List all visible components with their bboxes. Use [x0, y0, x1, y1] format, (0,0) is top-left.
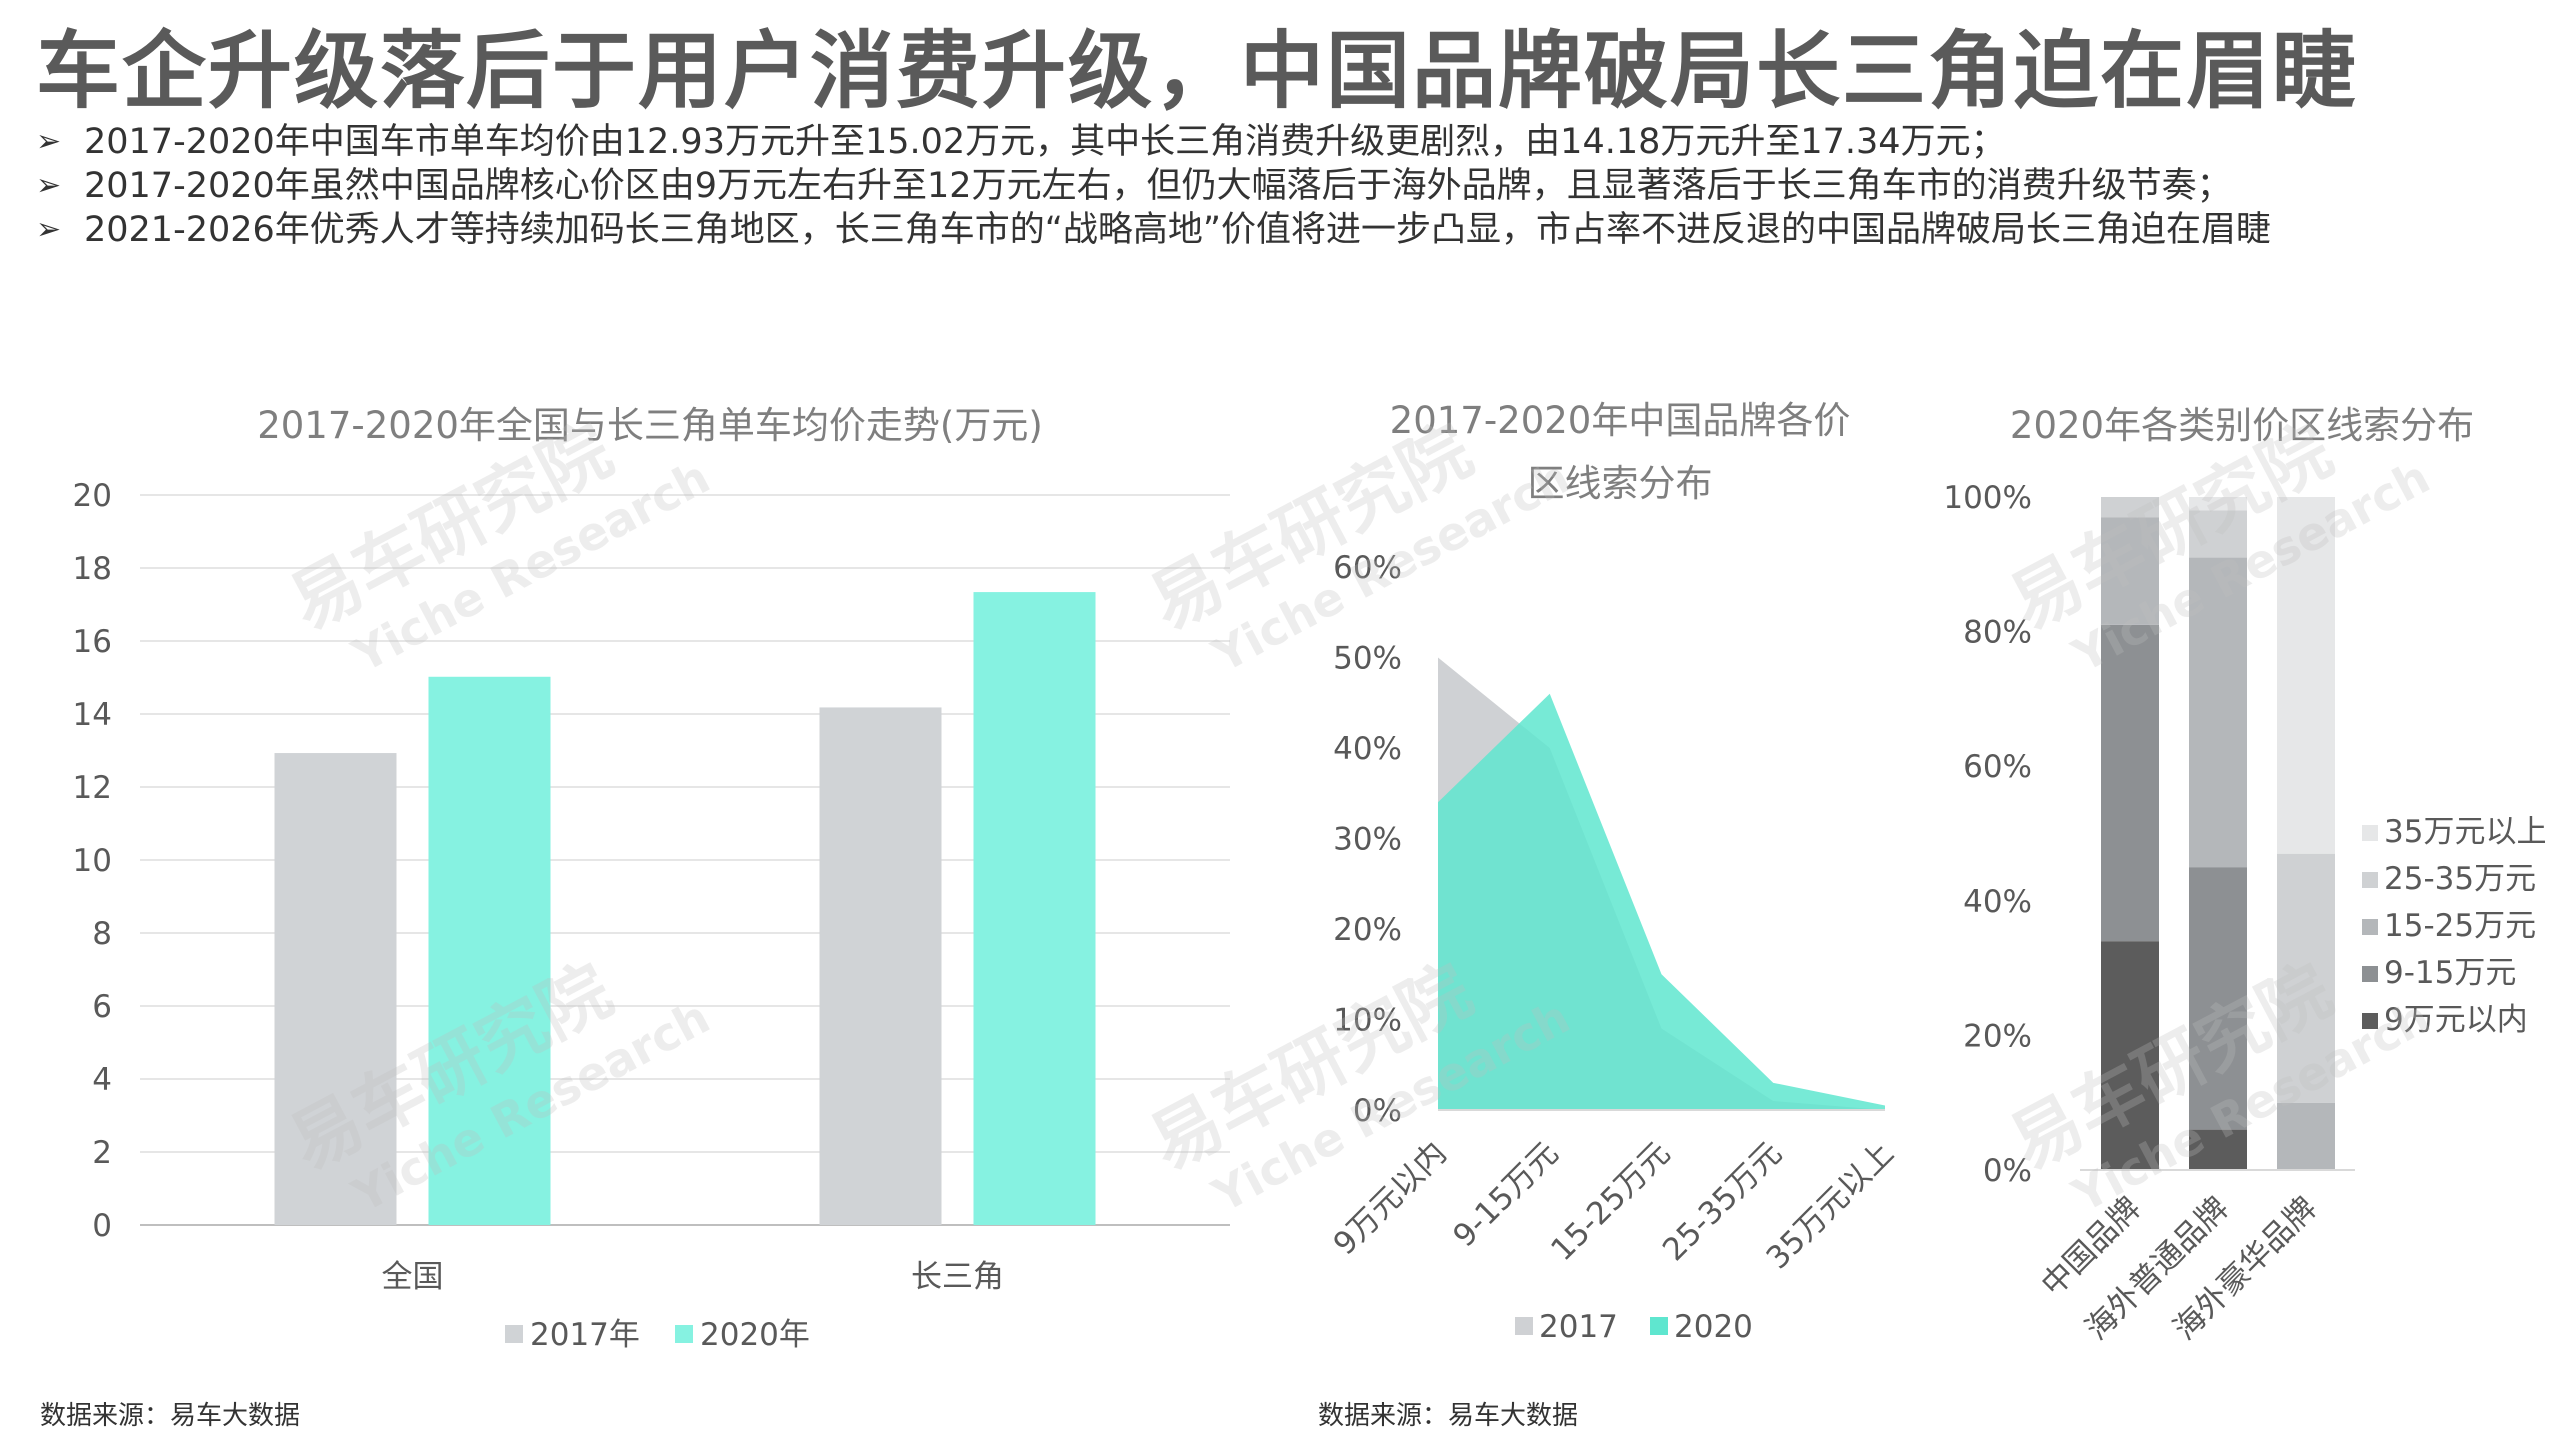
legend-label: 2020 [1674, 1309, 1753, 1345]
y-tick-label: 0 [92, 1208, 112, 1244]
bar-2020年-长三角 [973, 592, 1096, 1225]
bar-2017年-长三角 [819, 707, 942, 1225]
bar-segment-9万元以内-中国品牌 [2101, 941, 2159, 1170]
y-tick-label: 40% [1963, 884, 2032, 920]
y-tick-label: 18 [73, 551, 112, 587]
x-tick-label: 全国 [382, 1259, 444, 1295]
y-tick-label: 100% [1943, 480, 2032, 516]
y-tick-label: 20% [1333, 912, 1402, 948]
x-tick-label: 9万元以内 [1327, 1135, 1454, 1262]
x-tick-label: 长三角 [911, 1259, 1004, 1295]
chart-title: 2017-2020年全国与长三角单车均价走势(万元) [257, 404, 1043, 447]
bullet-text: 2021-2026年优秀人才等持续加码长三角地区，长三角车市的“战略高地”价值将… [84, 210, 2272, 250]
legend-label: 2017 [1539, 1309, 1618, 1345]
legend-label: 35万元以上 [2384, 814, 2545, 850]
y-tick-label: 20% [1963, 1018, 2032, 1054]
y-tick-label: 50% [1333, 641, 1402, 677]
legend-swatch [1650, 1317, 1668, 1335]
chart-title: 区线索分布 [1528, 462, 1713, 505]
legend-swatch [2362, 825, 2378, 841]
y-tick-label: 60% [1333, 550, 1402, 586]
y-tick-label: 14 [73, 697, 112, 733]
y-tick-label: 6 [92, 989, 112, 1025]
y-tick-label: 60% [1963, 749, 2032, 785]
bar-segment-25-35万元-中国品牌 [2101, 497, 2159, 518]
legend-label: 9-15万元 [2384, 955, 2516, 991]
bar-segment-25-35万元-海外普通品牌 [2189, 510, 2247, 558]
y-tick-label: 20 [73, 478, 112, 514]
legend-label: 2020年 [700, 1317, 810, 1353]
data-source-note: 数据来源：易车大数据 [1318, 1401, 1579, 1431]
legend-swatch [675, 1325, 693, 1343]
bullet-item: ➢ 2017-2020年虽然中国品牌核心价区由9万元左右升至12万元左右，但仍大… [36, 164, 2271, 208]
arrow-bullet-icon: ➢ [36, 124, 62, 159]
legend-swatch [505, 1325, 523, 1343]
bar-segment-35万元以上-海外普通品牌 [2189, 497, 2247, 511]
legend-label: 25-35万元 [2384, 861, 2536, 897]
chart-title: 2017-2020年中国品牌各价 [1390, 399, 1851, 442]
bar-segment-25-35万元-海外豪华品牌 [2277, 853, 2335, 1103]
bullet-item: ➢ 2017-2020年中国车市单车均价由12.93万元升至15.02万元，其中… [36, 120, 2271, 164]
y-tick-label: 12 [73, 770, 112, 806]
bar-segment-35万元以上-海外豪华品牌 [2277, 497, 2335, 854]
bar-segment-9-15万元-中国品牌 [2101, 624, 2159, 942]
legend-swatch [2362, 1013, 2378, 1029]
legend-swatch [1515, 1317, 1533, 1335]
y-tick-label: 8 [92, 916, 112, 952]
area-2020 [1438, 693, 1885, 1110]
category-stacked-bar-chart: 2020年各类别价区线索分布0%20%40%60%80%100%中国品牌海外普通… [1943, 404, 2545, 1347]
bullet-list: ➢ 2017-2020年中国车市单车均价由12.93万元升至15.02万元，其中… [36, 120, 2271, 252]
y-tick-label: 16 [73, 624, 112, 660]
avg-price-bar-chart: 2017-2020年全国与长三角单车均价走势(万元) 0 2 4 6 8 10 12 14 16 1… [73, 404, 1230, 1353]
legend-label: 15-25万元 [2384, 908, 2536, 944]
bullet-text: 2017-2020年中国车市单车均价由12.93万元升至15.02万元，其中长三… [84, 122, 2006, 162]
y-tick-label: 10% [1333, 1003, 1402, 1039]
bar-segment-9-15万元-海外普通品牌 [2189, 867, 2247, 1130]
y-tick-label: 30% [1333, 822, 1402, 858]
bullet-text: 2017-2020年虽然中国品牌核心价区由9万元左右升至12万元左右，但仍大幅落… [84, 166, 2232, 206]
legend-swatch [2362, 919, 2378, 935]
y-tick-label: 0% [1983, 1153, 2032, 1189]
bullet-item: ➢ 2021-2026年优秀人才等持续加码长三角地区，长三角车市的“战略高地”价… [36, 208, 2271, 252]
y-tick-label: 0% [1353, 1093, 1402, 1129]
legend-label: 9万元以内 [2384, 1002, 2528, 1038]
legend-swatch [2362, 872, 2378, 888]
x-tick-label: 15-25万元 [1544, 1135, 1677, 1268]
data-source-note: 数据来源：易车大数据 [40, 1401, 301, 1431]
page-title: 车企升级落后于用户消费升级，中国品牌破局长三角迫在眉睫 [36, 22, 2359, 120]
bar-segment-15-25万元-海外豪华品牌 [2277, 1102, 2335, 1170]
arrow-bullet-icon: ➢ [36, 168, 62, 203]
bar-2017年-全国 [274, 753, 397, 1225]
bar-segment-15-25万元-中国品牌 [2101, 517, 2159, 625]
legend-label: 2017年 [530, 1317, 640, 1353]
y-tick-label: 10 [73, 843, 112, 879]
y-tick-label: 4 [92, 1062, 112, 1098]
y-tick-label: 2 [92, 1135, 112, 1171]
bar-segment-9万元以内-海外普通品牌 [2189, 1129, 2247, 1170]
arrow-bullet-icon: ➢ [36, 212, 62, 247]
y-tick-label: 80% [1963, 615, 2032, 651]
chart-title: 2020年各类别价区线索分布 [2010, 404, 2474, 447]
bar-2020年-全国 [428, 676, 551, 1225]
y-tick-label: 40% [1333, 731, 1402, 767]
x-tick-label: 9-15万元 [1446, 1135, 1565, 1254]
legend-swatch [2362, 966, 2378, 982]
bar-segment-15-25万元-海外普通品牌 [2189, 557, 2247, 868]
